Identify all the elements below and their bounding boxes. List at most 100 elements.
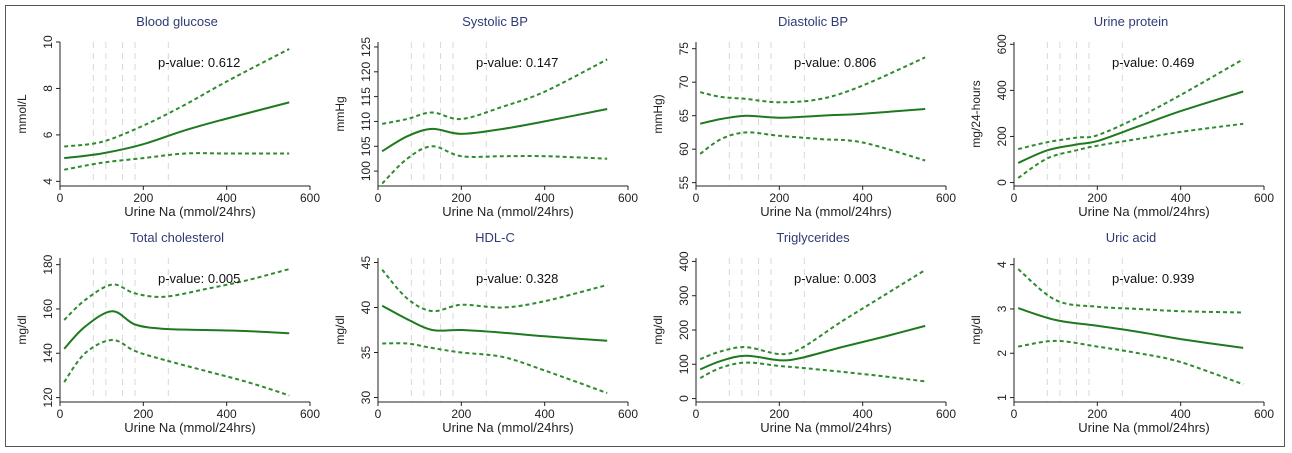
chart-panel-7: 0 200 400 600 0 100 200 300 400 Triglycerides p-va… <box>651 230 956 435</box>
y-tick-label: 2 <box>995 350 1009 357</box>
lower-ci-line <box>63 338 290 397</box>
y-tick-label: 120 <box>41 387 55 407</box>
lower-ci-line <box>381 145 608 185</box>
x-tick-label: 400 <box>853 191 873 205</box>
x-tick-label: 600 <box>300 407 320 421</box>
x-tick-label: 600 <box>936 191 956 205</box>
y-tick-label: 3 <box>995 305 1009 312</box>
chart-panel-2: 0 200 400 600 100 105 110 115 120 125 Systolic BP p… <box>333 14 638 219</box>
y-tick-label: 40 <box>359 301 373 315</box>
y-tick-label: 0 <box>995 179 1009 186</box>
upper-ci-line <box>64 48 290 148</box>
x-tick-label: 0 <box>1011 407 1018 421</box>
x-axis-label: Urine Na (mmol/24hrs) <box>1078 204 1209 219</box>
y-tick-label: 1 <box>995 394 1009 401</box>
x-tick-label: 400 <box>853 407 873 421</box>
fitted-line <box>1017 307 1244 349</box>
y-axis-label: mg/24-hours <box>969 80 983 147</box>
x-tick-label: 0 <box>375 191 382 205</box>
x-tick-label: 400 <box>535 407 555 421</box>
y-axis-label: mmHg <box>333 96 347 131</box>
y-tick-label: 100 <box>359 161 373 181</box>
x-tick-label: 600 <box>300 191 320 205</box>
y-tick-label: 400 <box>677 251 691 271</box>
x-tick-label: 0 <box>57 191 64 205</box>
x-tick-label: 400 <box>217 407 237 421</box>
y-tick-label: 4 <box>41 178 55 185</box>
lower-ci-line <box>382 342 608 394</box>
chart-title: Blood glucose <box>136 14 218 29</box>
y-tick-label: 75 <box>677 42 691 56</box>
chart-title: Uric acid <box>1106 230 1157 245</box>
y-tick-label: 45 <box>359 256 373 270</box>
chart-panel-5: 0 200 400 600 120 140 160 180 Total cholesterol p… <box>15 230 320 435</box>
p-value-annotation: p-value: 0.469 <box>1112 55 1194 70</box>
x-tick-label: 400 <box>1171 191 1191 205</box>
x-tick-label: 0 <box>1011 191 1018 205</box>
upper-ci-line <box>1017 58 1244 151</box>
x-tick-label: 400 <box>1171 407 1191 421</box>
p-value-annotation: p-value: 0.939 <box>1112 271 1194 286</box>
y-tick-label: 60 <box>677 142 691 156</box>
y-axis-label: mg/dl <box>333 315 347 344</box>
x-axis-label: Urine Na (mmol/24hrs) <box>760 204 891 219</box>
chart-title: Systolic BP <box>462 14 528 29</box>
p-value-annotation: p-value: 0.003 <box>794 271 876 286</box>
y-tick-label: 400 <box>995 80 1009 100</box>
x-tick-label: 400 <box>217 191 237 205</box>
x-tick-label: 200 <box>769 191 789 205</box>
y-axis-label: mmol/L <box>15 94 29 134</box>
fitted-line <box>699 324 926 371</box>
fitted-line <box>63 310 290 350</box>
upper-ci-line <box>699 269 926 361</box>
x-tick-label: 200 <box>133 407 153 421</box>
x-axis-label: Urine Na (mmol/24hrs) <box>442 420 573 435</box>
y-tick-label: 30 <box>359 391 373 405</box>
x-tick-label: 200 <box>451 191 471 205</box>
y-tick-label: 55 <box>677 176 691 190</box>
lower-ci-line <box>699 131 926 162</box>
x-tick-label: 0 <box>693 407 700 421</box>
y-tick-label: 115 <box>359 87 373 106</box>
y-tick-label: 8 <box>41 85 55 92</box>
chart-title: HDL-C <box>475 230 515 245</box>
y-axis-label: mg/dl <box>15 315 29 344</box>
y-tick-label: 300 <box>677 285 691 305</box>
fitted-line <box>1017 90 1244 164</box>
x-tick-label: 600 <box>618 407 638 421</box>
x-axis-label: Urine Na (mmol/24hrs) <box>124 420 255 435</box>
lower-ci-line <box>699 361 926 383</box>
upper-ci-line <box>1017 268 1244 314</box>
y-tick-label: 35 <box>359 346 373 360</box>
x-tick-label: 600 <box>936 407 956 421</box>
x-tick-label: 600 <box>618 191 638 205</box>
lower-ci-line <box>1017 122 1244 179</box>
y-tick-label: 120 <box>359 61 373 81</box>
y-tick-label: 70 <box>677 75 691 89</box>
y-tick-label: 4 <box>995 261 1009 268</box>
x-axis-label: Urine Na (mmol/24hrs) <box>124 204 255 219</box>
lower-ci-line <box>1018 339 1244 386</box>
y-tick-label: 140 <box>41 343 55 363</box>
y-tick-label: 0 <box>677 395 691 402</box>
x-tick-label: 0 <box>693 191 700 205</box>
y-axis-label: mg/dl <box>651 315 665 344</box>
x-tick-label: 600 <box>1254 191 1274 205</box>
y-tick-label: 600 <box>995 34 1009 54</box>
upper-ci-line <box>381 269 608 313</box>
chart-title: Diastolic BP <box>778 14 848 29</box>
y-tick-label: 180 <box>41 254 55 274</box>
fitted-line <box>699 108 926 125</box>
y-tick-label: 105 <box>359 136 373 156</box>
p-value-annotation: p-value: 0.612 <box>158 55 240 70</box>
x-axis-label: Urine Na (mmol/24hrs) <box>760 420 891 435</box>
x-tick-label: 0 <box>375 407 382 421</box>
p-value-annotation: p-value: 0.328 <box>476 271 558 286</box>
x-axis-label: Urine Na (mmol/24hrs) <box>1078 420 1209 435</box>
p-value-annotation: p-value: 0.806 <box>794 55 876 70</box>
x-tick-label: 200 <box>133 191 153 205</box>
chart-title: Urine protein <box>1094 14 1168 29</box>
x-tick-label: 400 <box>535 191 555 205</box>
x-tick-label: 200 <box>1087 407 1107 421</box>
